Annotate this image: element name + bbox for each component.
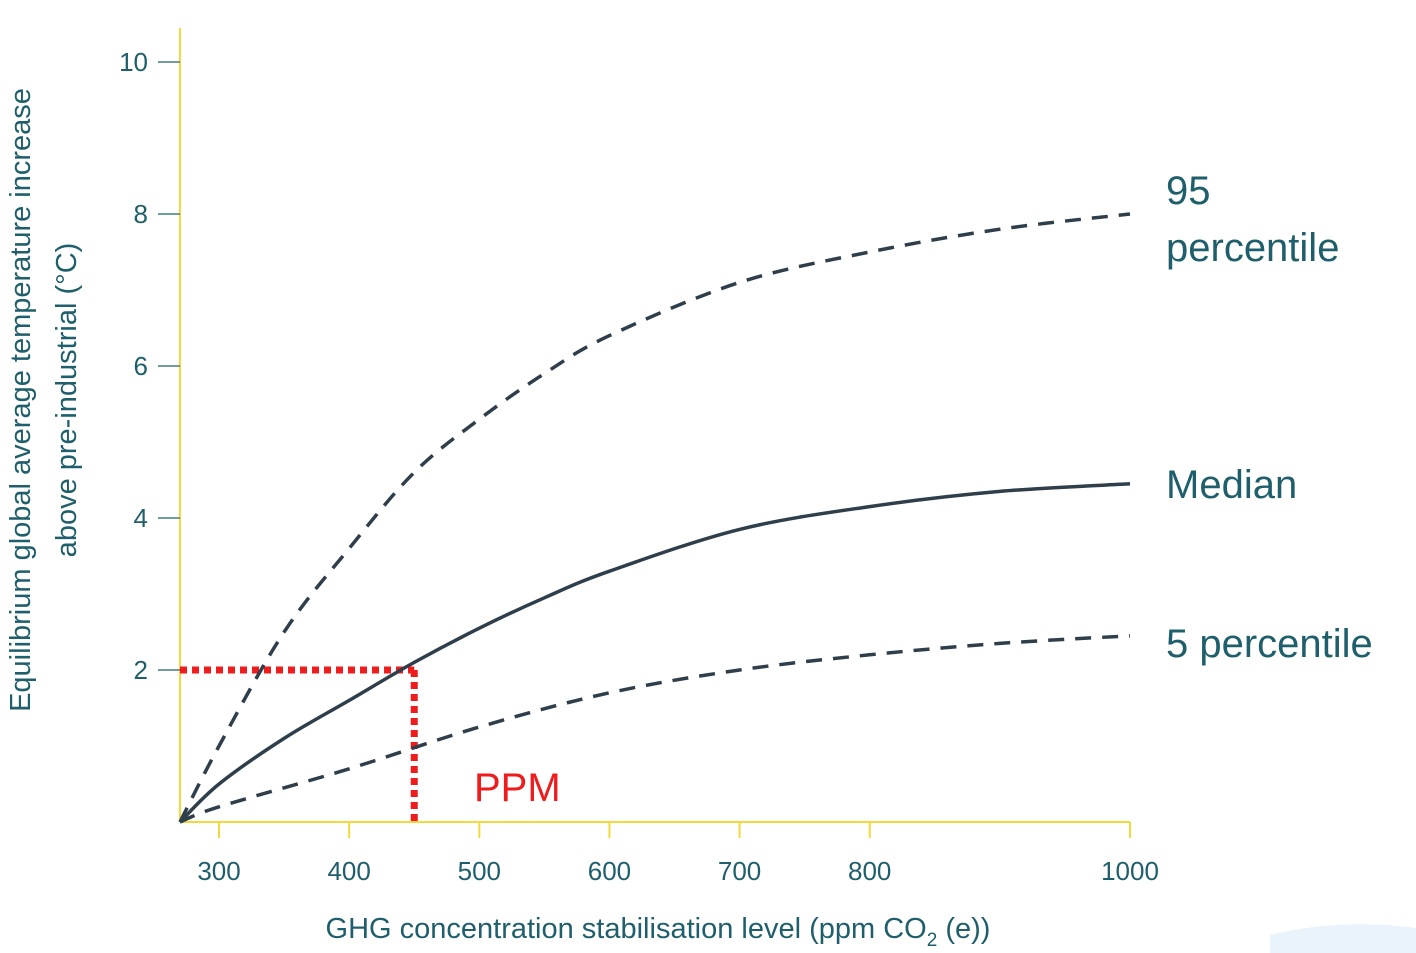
y-tick-label: 10 xyxy=(119,47,148,77)
x-tick-label: 800 xyxy=(848,856,891,886)
y-axis-title-line1: Equilibrium global average temperature i… xyxy=(5,88,37,712)
tick-labels: 300 400 500 600 700 800 1000 2 4 6 8 10 xyxy=(119,47,1159,886)
series-label-5: 5 percentile xyxy=(1166,622,1373,666)
series-label-median: Median xyxy=(1166,463,1297,507)
y-axis-title-line2: above pre-industrial (°C) xyxy=(51,243,83,558)
x-tick-label: 500 xyxy=(458,856,501,886)
ppm-label: PPM xyxy=(474,766,561,810)
x-tick-label: 600 xyxy=(588,856,631,886)
x-axis-title-main: GHG concentration stabilisation level (p… xyxy=(326,913,927,945)
y-tick-label: 6 xyxy=(134,351,148,381)
series-line-95-percentile xyxy=(178,212,1131,823)
x-tick-label: 300 xyxy=(197,856,240,886)
threshold-lines xyxy=(180,666,418,822)
series-line-median xyxy=(178,482,1131,824)
x-tick-label: 1000 xyxy=(1101,856,1159,886)
y-tick-label: 8 xyxy=(134,199,148,229)
x-axis-title-subscript: 2 xyxy=(927,930,938,951)
x-tick-label: 700 xyxy=(718,856,761,886)
decorative-wave xyxy=(1270,924,1416,953)
y-tick-label: 2 xyxy=(134,655,148,685)
y-tick-label: 4 xyxy=(134,503,148,533)
x-axis-title: GHG concentration stabilisation level (p… xyxy=(326,913,991,951)
series-group xyxy=(178,212,1131,824)
x-tick-label: 400 xyxy=(327,856,370,886)
series-label-95-line1: 95 xyxy=(1166,169,1211,213)
axes xyxy=(158,28,1131,838)
series-label-95-line2: percentile xyxy=(1166,226,1339,270)
series-line-5-percentile xyxy=(179,634,1131,824)
x-axis-title-suffix: (e)) xyxy=(937,913,990,945)
